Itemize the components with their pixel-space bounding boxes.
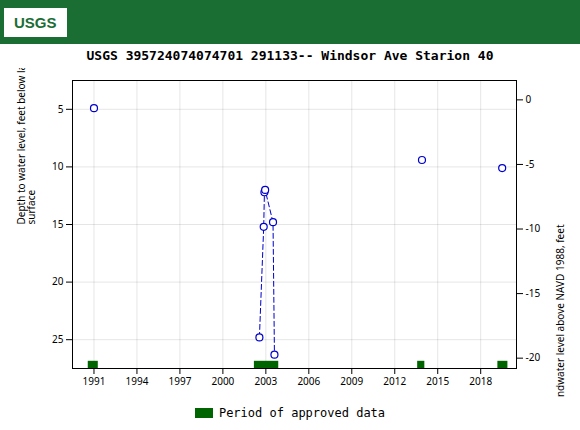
svg-text:-5: -5 <box>526 157 535 171</box>
svg-text:0: 0 <box>526 92 532 106</box>
svg-text:2000: 2000 <box>211 374 234 388</box>
svg-text:15: 15 <box>52 217 64 231</box>
html-text:USGS 395724074074701 291133--: USGS 395724074074701 291133-- Windsor Av… <box>86 48 494 63</box>
svg-text:-10: -10 <box>526 221 541 235</box>
svg-text:2015: 2015 <box>426 374 449 388</box>
svg-text:2006: 2006 <box>297 374 320 388</box>
svg-text:2009: 2009 <box>340 374 363 388</box>
svg-text:2018: 2018 <box>469 374 492 388</box>
svg-text:2003: 2003 <box>254 374 277 388</box>
svg-text:25: 25 <box>52 332 64 346</box>
html-text:Period of approved data: Period of approved data <box>218 406 386 420</box>
svg-text:-20: -20 <box>526 350 541 364</box>
svg-text:5: 5 <box>58 102 64 116</box>
svg-text:10: 10 <box>52 159 64 173</box>
svg-text:1991: 1991 <box>83 374 106 388</box>
svg-text:-15: -15 <box>526 286 541 300</box>
svg-text:20: 20 <box>52 274 64 288</box>
svg-text:2012: 2012 <box>383 374 406 388</box>
svg-text:Groundwater level above NAVD 1: Groundwater level above NAVD 1988, feet <box>553 224 567 398</box>
svg-text:1994: 1994 <box>126 374 149 388</box>
svg-text:Depth to water level, feet bel: Depth to water level, feet below landsur… <box>14 68 38 225</box>
svg-text:1997: 1997 <box>168 374 191 388</box>
html-text:USGS: USGS <box>14 13 57 31</box>
